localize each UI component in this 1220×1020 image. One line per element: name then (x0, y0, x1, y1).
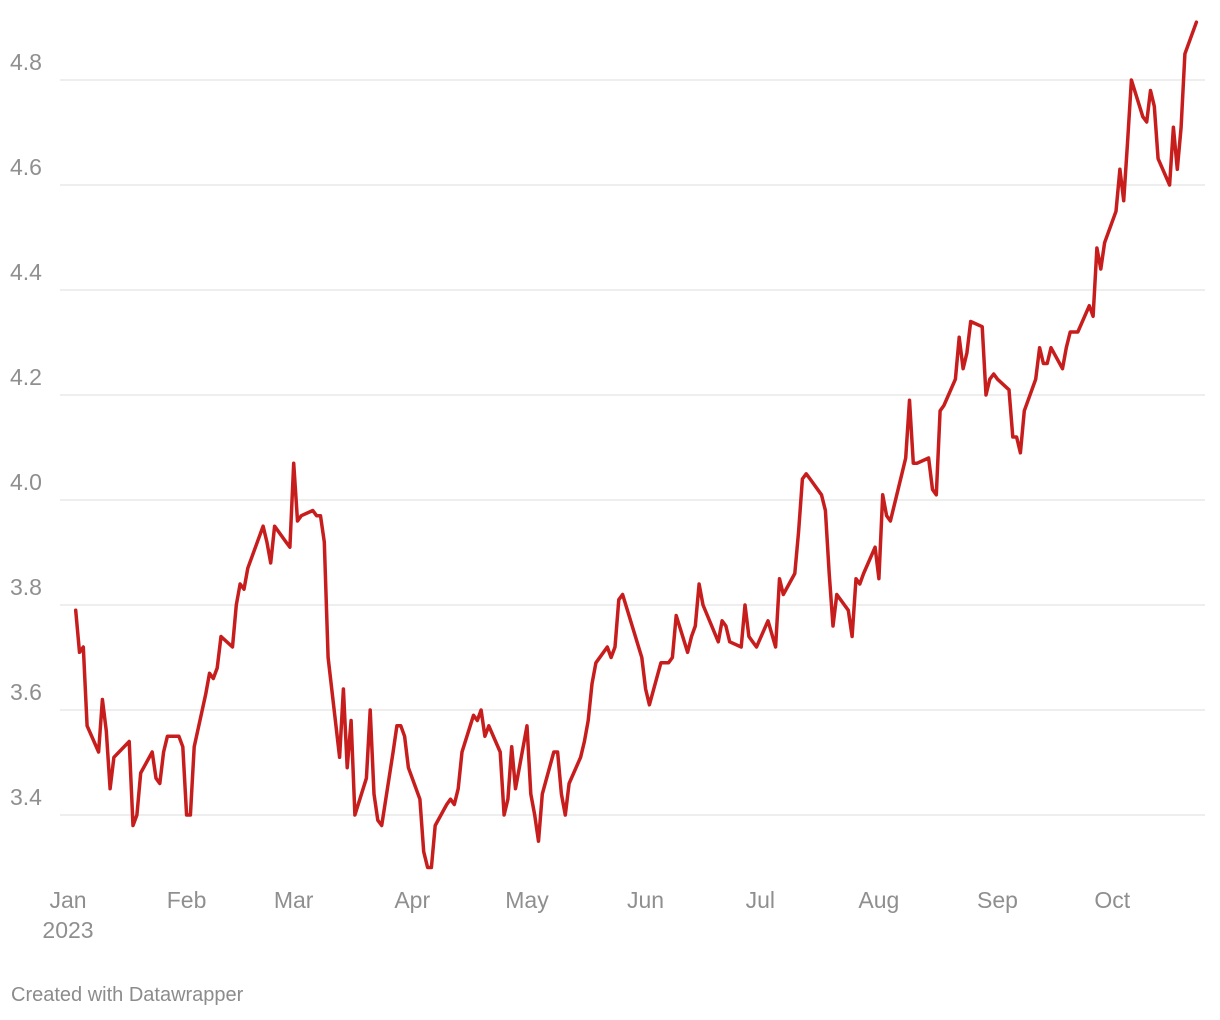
y-tick-label: 3.6 (10, 679, 42, 705)
x-axis: Jan 2023 Feb Mar Apr May Jun Jul Aug Sep Oct (42, 887, 1130, 943)
x-tick-label: Aug (858, 887, 899, 913)
series-layer (73, 20, 1199, 870)
y-tick-label: 4.6 (10, 154, 42, 180)
x-tick-label: Jan (49, 887, 86, 913)
y-tick-label: 4.4 (10, 259, 42, 285)
x-tick-label: Oct (1094, 887, 1130, 913)
x-tick-year-label: 2023 (42, 917, 93, 943)
y-tick-label: 3.8 (10, 574, 42, 600)
gridlines (60, 79, 1205, 816)
x-tick-label: May (505, 887, 549, 913)
y-axis: 3.4 3.6 3.8 4.0 4.2 4.4 4.6 4.8 (10, 49, 42, 810)
x-tick-label: Feb (167, 887, 207, 913)
x-tick-label: Apr (394, 887, 430, 913)
y-tick-label: 4.0 (10, 469, 42, 495)
y-tick-label: 4.8 (10, 49, 42, 75)
x-tick-label: Jun (627, 887, 664, 913)
series-line (73, 20, 1199, 870)
x-tick-label: Jul (746, 887, 775, 913)
credit-text: Created with Datawrapper (11, 984, 244, 1006)
y-tick-label: 4.2 (10, 364, 42, 390)
y-tick-label: 3.4 (10, 784, 42, 810)
x-tick-label: Sep (977, 887, 1018, 913)
x-tick-label: Mar (274, 887, 314, 913)
